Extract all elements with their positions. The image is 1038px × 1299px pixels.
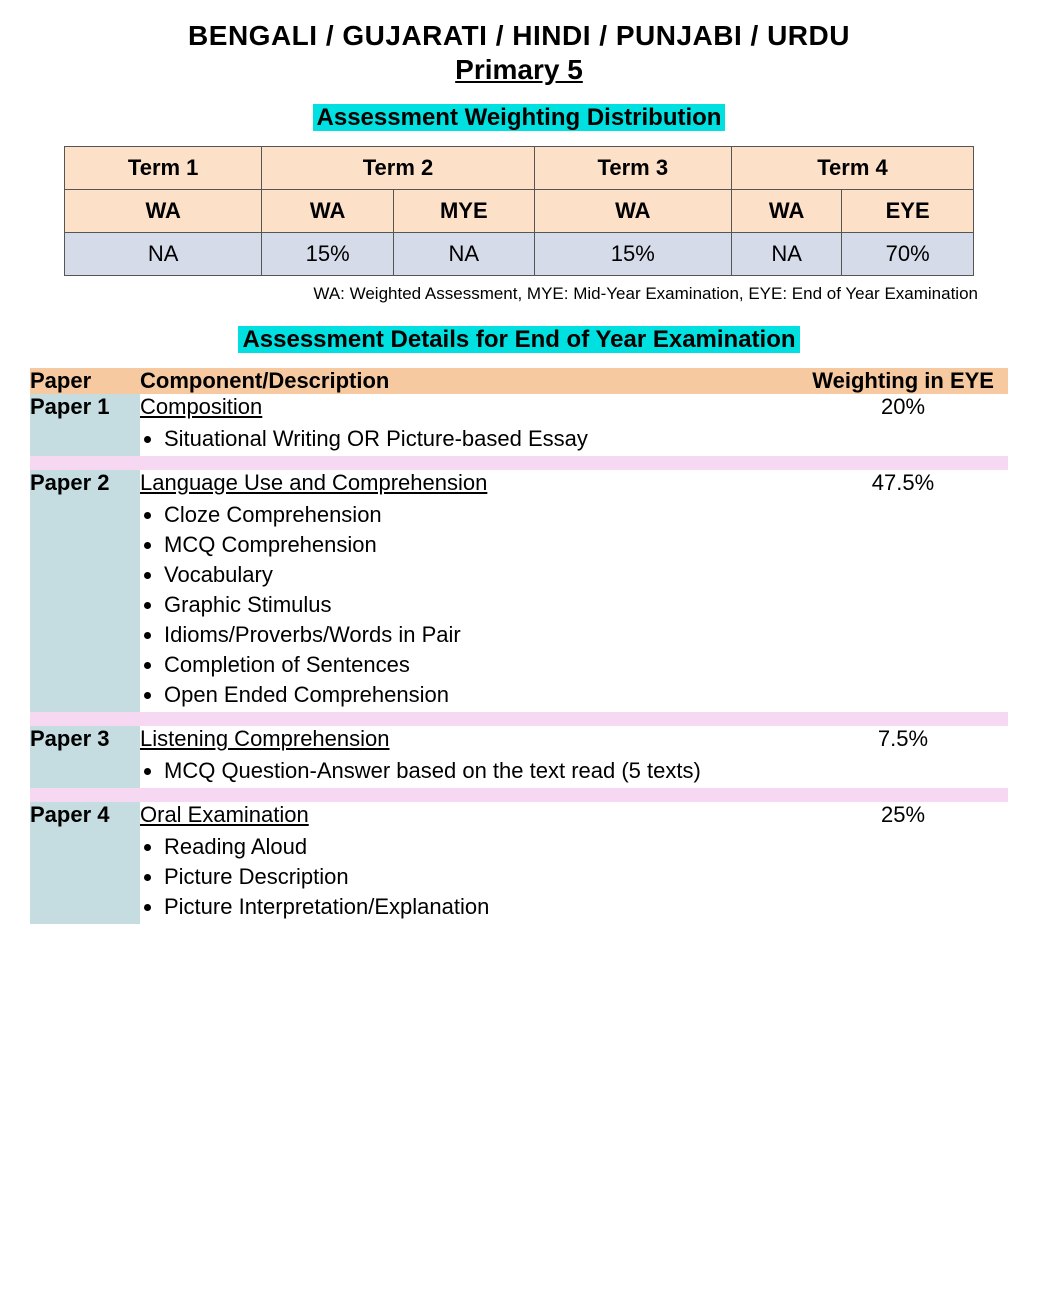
- details-table: Paper Component/Description Weighting in…: [30, 368, 1008, 924]
- details-header-weight: Weighting in EYE: [798, 368, 1008, 394]
- component-item: Picture Description: [164, 864, 798, 890]
- component-title: Composition: [140, 394, 262, 419]
- title-languages: BENGALI / GUJARATI / HINDI / PUNJABI / U…: [30, 20, 1008, 52]
- paper-component: Listening Comprehension MCQ Question-Answ…: [140, 726, 798, 788]
- assessment-type-header: WA: [731, 190, 841, 233]
- paper-weight: 25%: [798, 802, 1008, 924]
- assessment-type-header: WA: [534, 190, 731, 233]
- component-item: Cloze Comprehension: [164, 502, 798, 528]
- assessment-type-header: EYE: [842, 190, 974, 233]
- section2-heading: Assessment Details for End of Year Exami…: [30, 326, 1008, 354]
- paper-component: Composition Situational Writing OR Pictur…: [140, 394, 798, 456]
- assessment-type-header: WA: [262, 190, 394, 233]
- component-item: Picture Interpretation/Explanation: [164, 894, 798, 920]
- component-title: Language Use and Comprehension: [140, 470, 487, 495]
- component-item: Vocabulary: [164, 562, 798, 588]
- component-item: MCQ Comprehension: [164, 532, 798, 558]
- term-header: Term 3: [534, 147, 731, 190]
- component-item: Idioms/Proverbs/Words in Pair: [164, 622, 798, 648]
- weighting-value: NA: [393, 233, 534, 276]
- paper-name: Paper 3: [30, 726, 140, 788]
- term-header: Term 4: [731, 147, 973, 190]
- component-item: Open Ended Comprehension: [164, 682, 798, 708]
- paper-weight: 7.5%: [798, 726, 1008, 788]
- paper-name: Paper 4: [30, 802, 140, 924]
- paper-component: Oral Examination Reading Aloud Picture Des…: [140, 802, 798, 924]
- details-header-paper: Paper: [30, 368, 140, 394]
- weighting-value: NA: [65, 233, 262, 276]
- paper-component: Language Use and Comprehension Cloze Comp…: [140, 470, 798, 712]
- assessment-type-header: WA: [65, 190, 262, 233]
- section2-heading-text: Assessment Details for End of Year Exami…: [238, 326, 799, 353]
- weighting-table: Term 1Term 2Term 3Term 4 WAWAMYEWAWAEYE …: [64, 146, 974, 276]
- weighting-value: 15%: [534, 233, 731, 276]
- details-header-component: Component/Description: [140, 368, 798, 394]
- title-block: BENGALI / GUJARATI / HINDI / PUNJABI / U…: [30, 20, 1008, 86]
- weighting-value: NA: [731, 233, 841, 276]
- paper-separator: [30, 712, 1008, 726]
- assessment-type-header: MYE: [393, 190, 534, 233]
- title-level: Primary 5: [30, 54, 1008, 86]
- section1-heading-text: Assessment Weighting Distribution: [313, 104, 726, 131]
- weighting-value: 70%: [842, 233, 974, 276]
- paper-weight: 20%: [798, 394, 1008, 456]
- term-header: Term 1: [65, 147, 262, 190]
- component-item: Graphic Stimulus: [164, 592, 798, 618]
- section1-heading: Assessment Weighting Distribution: [30, 104, 1008, 132]
- weighting-legend: WA: Weighted Assessment, MYE: Mid-Year E…: [30, 284, 978, 304]
- paper-separator: [30, 788, 1008, 802]
- component-title: Listening Comprehension: [140, 726, 390, 751]
- paper-separator: [30, 456, 1008, 470]
- paper-weight: 47.5%: [798, 470, 1008, 712]
- paper-name: Paper 2: [30, 470, 140, 712]
- weighting-value: 15%: [262, 233, 394, 276]
- component-title: Oral Examination: [140, 802, 309, 827]
- component-item: Situational Writing OR Picture-based Ess…: [164, 426, 798, 452]
- component-item: Completion of Sentences: [164, 652, 798, 678]
- term-header: Term 2: [262, 147, 534, 190]
- paper-name: Paper 1: [30, 394, 140, 456]
- component-item: MCQ Question-Answer based on the text re…: [164, 758, 798, 784]
- component-item: Reading Aloud: [164, 834, 798, 860]
